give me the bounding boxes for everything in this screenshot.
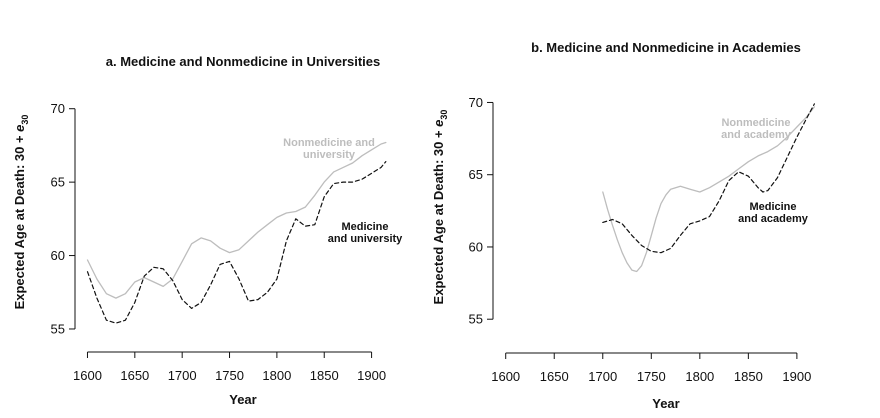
x-tick-label: 1900 <box>782 369 811 384</box>
x-tick-label: 1600 <box>73 368 102 383</box>
panel-universities: a. Medicine and Nonmedicine in Universit… <box>12 54 403 407</box>
panel-academies: b. Medicine and Nonmedicine in Academies… <box>431 40 816 411</box>
x-tick-label: 1650 <box>120 368 149 383</box>
series-line-nonmedicine <box>602 106 816 273</box>
series-label: Nonmedicine and academy <box>721 117 792 141</box>
x-tick-label: 1850 <box>310 368 339 383</box>
x-tick-label: 1700 <box>588 369 617 384</box>
y-tick-label: 60 <box>51 248 65 263</box>
x-tick-label: 1600 <box>491 369 520 384</box>
y-axis-label: Expected Age at Death: 30 + e30 <box>431 110 449 305</box>
x-tick-label: 1850 <box>734 369 763 384</box>
x-tick-label: 1650 <box>540 369 569 384</box>
y-axis-label: Expected Age at Death: 30 + e30 <box>12 115 30 310</box>
series-label: Nonmedicine and university <box>283 137 375 161</box>
y-tick-label: 55 <box>51 321 65 336</box>
x-axis-label: Year <box>652 396 679 411</box>
series-label: Medicine and academy <box>738 201 809 225</box>
x-tick-label: 1700 <box>168 368 197 383</box>
series-label: Medicine and university <box>328 221 403 245</box>
x-tick-label: 1750 <box>637 369 666 384</box>
y-tick-label: 65 <box>469 167 483 182</box>
y-tick-label: 65 <box>51 175 65 190</box>
series-line-nonmedicine <box>86 141 387 299</box>
series-line-medicine <box>602 103 815 254</box>
series-line-medicine <box>86 161 387 324</box>
x-tick-label: 1800 <box>262 368 291 383</box>
y-tick-label: 70 <box>51 101 65 116</box>
y-tick-label: 70 <box>469 95 483 110</box>
y-tick-label: 60 <box>469 239 483 254</box>
x-axis-label: Year <box>229 392 256 407</box>
chart-title: b. Medicine and Nonmedicine in Academies <box>531 40 801 55</box>
x-tick-label: 1800 <box>685 369 714 384</box>
x-tick-label: 1750 <box>215 368 244 383</box>
y-tick-label: 55 <box>469 312 483 327</box>
chart-title: a. Medicine and Nonmedicine in Universit… <box>106 54 381 69</box>
x-tick-label: 1900 <box>357 368 386 383</box>
